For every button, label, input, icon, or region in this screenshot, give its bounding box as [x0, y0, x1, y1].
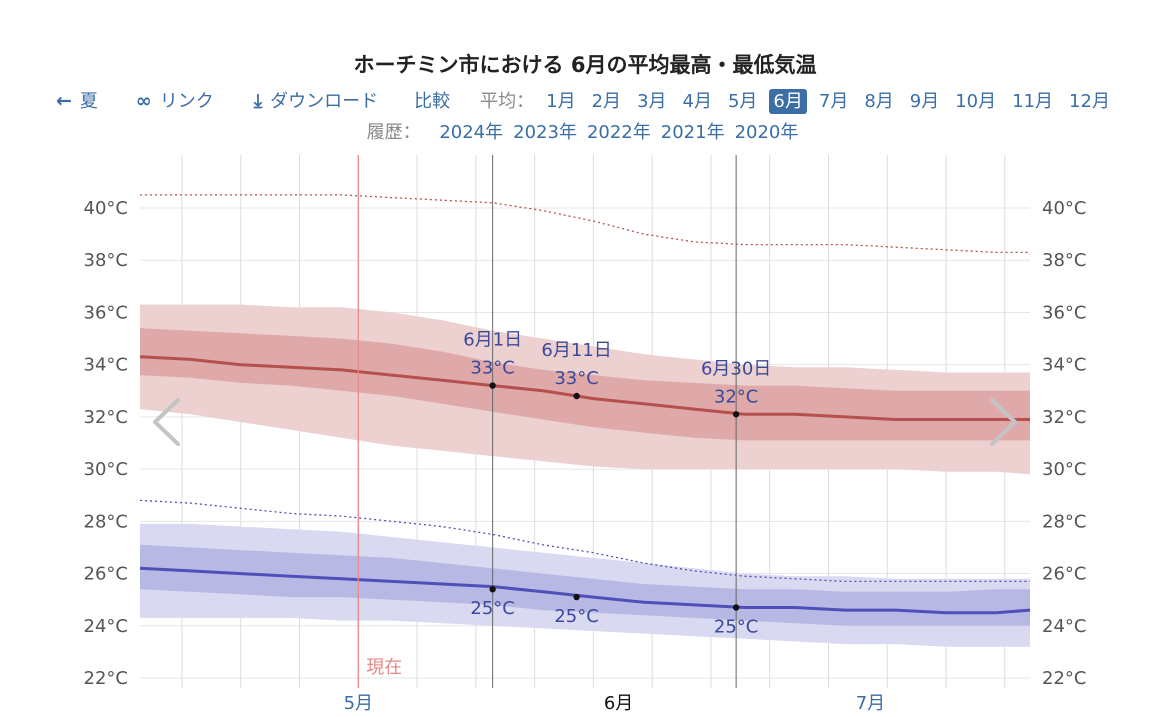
prev-season-link[interactable]: ← 夏 — [56, 87, 98, 113]
marker-high-label-1: 33°C — [554, 368, 598, 389]
marker-date-label-1: 6月11日 — [541, 340, 611, 361]
marker-low-dot-2 — [732, 604, 740, 611]
low-record-line — [139, 499, 1030, 583]
month-button-4[interactable]: 4月 — [682, 91, 712, 112]
low-band-25-75 — [140, 544, 1030, 626]
month-button-6[interactable]: 6月 — [769, 89, 807, 114]
high-record-line — [140, 194, 1030, 254]
marker-low-label-1: 25°C — [554, 606, 598, 627]
low-average-line — [139, 566, 1031, 615]
average-label: 平均： — [480, 91, 535, 112]
marker-high-label-0: 33°C — [470, 358, 514, 379]
download-button[interactable]: ⤓ ダウンロード — [254, 87, 378, 113]
marker-high-dot-2 — [732, 411, 740, 418]
month-button-3[interactable]: 3月 — [637, 91, 667, 112]
history-year-1[interactable]: 2023年 — [513, 122, 577, 143]
link-label: リンク — [159, 91, 214, 112]
y-tick-right-0: 22°C — [1042, 668, 1086, 689]
y-tick-left-5: 32°C — [84, 407, 128, 428]
marker-high-dot-1 — [573, 392, 580, 400]
y-tick-right-7: 36°C — [1042, 302, 1086, 323]
month-label-1: 6月 — [604, 693, 633, 714]
download-icon: ⤓ — [253, 90, 263, 112]
history-years: 2024年 2023年 2022年 2021年 2020年 — [434, 122, 803, 143]
month-button-7[interactable]: 7月 — [818, 91, 849, 112]
marker-high-dot-0 — [489, 382, 496, 389]
download-label: ダウンロード — [270, 91, 379, 112]
now-label: 現在 — [366, 657, 402, 678]
month-button-5[interactable]: 5月 — [727, 91, 758, 112]
arrow-left-icon: ← — [56, 90, 72, 112]
y-tick-right-9: 40°C — [1042, 198, 1086, 219]
y-tick-right-8: 38°C — [1042, 250, 1086, 271]
y-tick-right-1: 24°C — [1042, 616, 1086, 637]
month-button-10[interactable]: 10月 — [955, 91, 997, 112]
y-tick-left-8: 38°C — [84, 250, 128, 271]
month-label-0: 5月 — [344, 693, 373, 714]
marker-low-label-2: 25°C — [714, 617, 758, 638]
marker-high-label-2: 32°C — [714, 386, 758, 407]
high-band-25-75 — [140, 328, 1030, 441]
y-tick-right-2: 26°C — [1042, 564, 1086, 585]
y-tick-right-3: 28°C — [1042, 511, 1086, 532]
y-tick-left-2: 26°C — [84, 564, 128, 585]
y-tick-right-5: 32°C — [1042, 407, 1086, 428]
chart-title: ホーチミン市における 6月の平均最高・最低気温 — [353, 53, 817, 77]
history-year-0[interactable]: 2024年 — [439, 122, 504, 143]
compare-link[interactable]: 比較 — [414, 91, 451, 112]
month-label-2: 7月 — [856, 693, 885, 714]
chevron-left-icon[interactable] — [153, 398, 180, 446]
marker-date-label-2: 6月30日 — [701, 358, 771, 379]
month-button-8[interactable]: 8月 — [864, 91, 894, 112]
marker-low-label-0: 25°C — [470, 598, 514, 619]
y-tick-left-6: 34°C — [84, 355, 128, 376]
chevron-right-icon[interactable] — [990, 398, 1017, 446]
link-button[interactable]: ∞ リンク — [136, 87, 214, 113]
prev-season-label: 夏 — [79, 91, 98, 112]
y-tick-right-6: 34°C — [1042, 355, 1086, 376]
history-bar: 履歴： 2024年 2023年 2022年 2021年 2020年 — [0, 118, 1170, 144]
y-tick-right-4: 30°C — [1042, 459, 1086, 480]
month-selector: 1月 2月 3月 4月 5月 6月 7月 8月 9月 10月 11月 12月 — [538, 87, 1118, 114]
high-average-line — [139, 355, 1030, 421]
y-tick-left-0: 22°C — [84, 668, 128, 689]
marker-date-label-0: 6月1日 — [463, 330, 522, 351]
month-button-1[interactable]: 1月 — [546, 91, 576, 112]
history-year-4[interactable]: 2020年 — [734, 122, 799, 143]
marker-low-dot-1 — [573, 593, 580, 601]
history-year-2[interactable]: 2022年 — [586, 122, 651, 143]
month-button-12[interactable]: 12月 — [1069, 91, 1110, 112]
nav-bar: ← 夏 ∞ リンク ⤓ ダウンロード 比較 平均： 1月 2月 3月 4月 5月 6月 7月 8月 9… — [56, 85, 1118, 115]
y-tick-left-4: 30°C — [84, 459, 128, 480]
history-year-3[interactable]: 2021年 — [660, 122, 725, 143]
month-button-9[interactable]: 9月 — [909, 91, 940, 112]
month-button-2[interactable]: 2月 — [591, 91, 622, 112]
history-label: 履歴： — [366, 122, 421, 143]
month-button-11[interactable]: 11月 — [1012, 91, 1054, 112]
y-tick-left-9: 40°C — [84, 198, 128, 219]
y-tick-left-1: 24°C — [84, 616, 128, 637]
marker-low-dot-0 — [489, 586, 496, 593]
y-tick-left-3: 28°C — [84, 511, 128, 532]
y-tick-left-7: 36°C — [84, 302, 128, 323]
link-icon: ∞ — [135, 90, 152, 112]
